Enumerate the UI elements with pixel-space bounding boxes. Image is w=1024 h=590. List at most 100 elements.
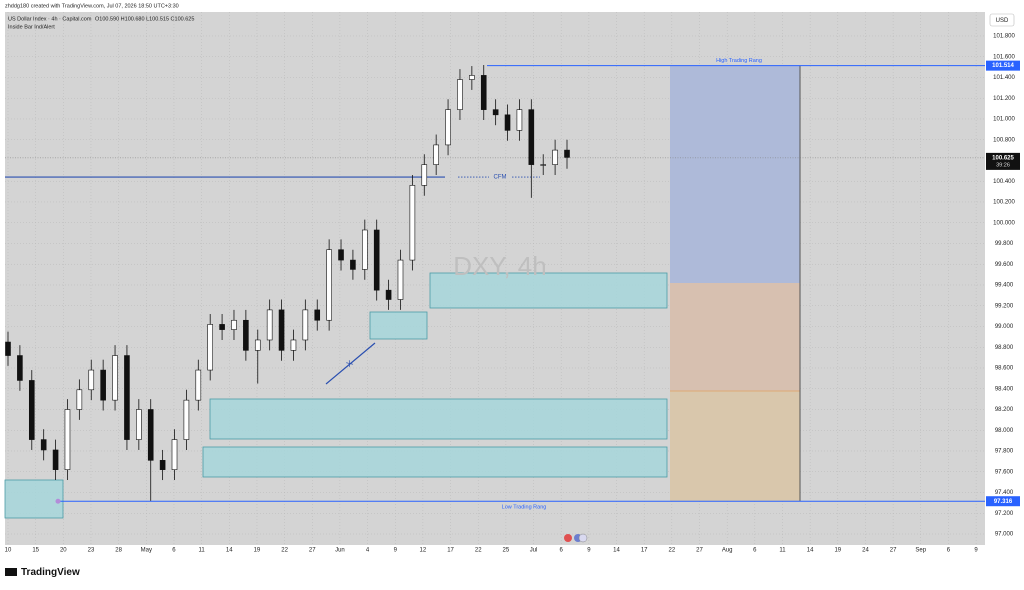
x-tick-label: 27 — [696, 548, 703, 554]
trend-label: X — [345, 358, 355, 369]
last-price-label: 100.625 — [992, 155, 1014, 161]
price-tag-label: 101.514 — [992, 63, 1014, 69]
y-tick-label: 100.800 — [993, 137, 1015, 143]
x-tick-label: 14 — [613, 548, 620, 554]
candle-body — [183, 399, 190, 440]
cfm-label: CFM — [494, 175, 507, 181]
candle-body — [254, 339, 261, 351]
candle-body — [492, 109, 499, 116]
candle-body — [338, 249, 344, 261]
candle-body — [564, 149, 570, 158]
candle-body — [159, 460, 166, 470]
header-ohlc: O100.590 H100.680 L100.515 C100.625 — [95, 16, 194, 22]
x-tick-label: 22 — [281, 548, 288, 554]
trend-line — [325, 342, 376, 385]
y-tick-label: 99.000 — [995, 324, 1014, 330]
candle-body — [421, 164, 428, 186]
header-indicator: Inside Bar Ind/Alert — [8, 24, 55, 30]
demand-box — [209, 398, 668, 440]
candle-body — [552, 149, 558, 165]
cfm-label-bg — [489, 173, 511, 182]
y-tick-label: 97.000 — [995, 532, 1014, 538]
demand-box — [369, 311, 428, 340]
candle-body — [266, 309, 273, 341]
candle-body — [100, 369, 106, 401]
last-price-tag — [986, 152, 1020, 170]
candle-body — [136, 409, 142, 440]
price-tag-label: 97.316 — [994, 499, 1013, 505]
x-tick-label: 25 — [503, 548, 510, 554]
x-tick-label: 27 — [309, 548, 316, 554]
y-tick-label: 98.800 — [995, 345, 1014, 351]
demand-box — [202, 446, 668, 478]
x-tick-label: 6 — [947, 548, 951, 554]
x-tick-label: 4 — [366, 548, 370, 554]
entry-zone — [670, 283, 800, 391]
candle-body — [207, 324, 213, 371]
candle-body — [17, 355, 23, 381]
x-tick-label: 20 — [60, 548, 67, 554]
candle-body — [528, 109, 535, 165]
x-tick-label: 14 — [807, 548, 814, 554]
candle-body — [314, 309, 321, 321]
candle-body — [385, 289, 392, 300]
x-tick-label: 10 — [5, 548, 12, 554]
y-tick-label: 99.400 — [995, 283, 1014, 289]
x-tick-label: Jul — [530, 548, 538, 554]
y-tick-label: 101.400 — [993, 75, 1015, 81]
x-tick-label: 6 — [172, 548, 176, 554]
candle-body — [219, 324, 225, 330]
x-tick-label: 24 — [862, 548, 869, 554]
axes: 101.800 101.600 101.400 101.200 101.000 100.8… — [5, 34, 1020, 554]
y-tick-label: 98.000 — [995, 428, 1014, 434]
event-icon[interactable] — [578, 533, 588, 543]
x-tick-label: 6 — [753, 548, 757, 554]
demand-box — [4, 479, 64, 519]
candle-body — [5, 341, 11, 356]
y-tick-label: 101.200 — [993, 96, 1015, 102]
candle-body — [171, 439, 178, 470]
x-tick-label: 19 — [254, 548, 261, 554]
y-tick-label: 98.600 — [995, 366, 1014, 372]
price-tag — [986, 60, 1020, 71]
y-tick-label: 101.800 — [993, 34, 1015, 40]
candle-body — [409, 185, 416, 261]
x-tick-label: 9 — [974, 548, 978, 554]
x-tick-label: 15 — [32, 548, 39, 554]
stop-zone — [670, 391, 800, 501]
candle-body — [124, 355, 130, 440]
x-tick-label: 9 — [394, 548, 398, 554]
x-tick-label: 23 — [88, 548, 95, 554]
event-icon[interactable] — [564, 534, 572, 542]
currency-box[interactable] — [989, 13, 1015, 27]
countdown: 39:26 — [996, 162, 1010, 168]
level-label: Low Trading Rang — [502, 505, 547, 511]
y-tick-label: 101.000 — [993, 117, 1015, 123]
candle-body — [504, 114, 511, 131]
y-tick-label: 99.600 — [995, 262, 1014, 268]
x-tick-label: 17 — [641, 548, 648, 554]
y-tick-label: 99.200 — [995, 303, 1014, 309]
y-tick-label: 98.200 — [995, 407, 1014, 413]
candle-body — [480, 75, 487, 110]
candle-body — [40, 439, 47, 451]
x-tick-label: 11 — [779, 548, 786, 554]
x-tick-label: 27 — [890, 548, 897, 554]
candle-body — [373, 229, 380, 291]
x-tick-label: 14 — [226, 548, 233, 554]
x-tick-label: 22 — [475, 548, 482, 554]
x-tick-label: 9 — [587, 548, 591, 554]
y-tick-label: 101.600 — [993, 54, 1015, 60]
y-tick-label: 97.400 — [995, 490, 1014, 496]
candle-body — [290, 339, 297, 351]
y-tick-label: 100.400 — [993, 179, 1015, 185]
y-tick-label: 98.400 — [995, 386, 1014, 392]
candle-body — [302, 309, 309, 341]
header-created: zhddg180 created with TradingView.com, J… — [5, 3, 179, 9]
candle-body — [540, 164, 547, 166]
anchor-point — [55, 498, 61, 504]
level-label: High Trading Rang — [716, 58, 762, 64]
x-tick-label: 28 — [115, 548, 122, 554]
